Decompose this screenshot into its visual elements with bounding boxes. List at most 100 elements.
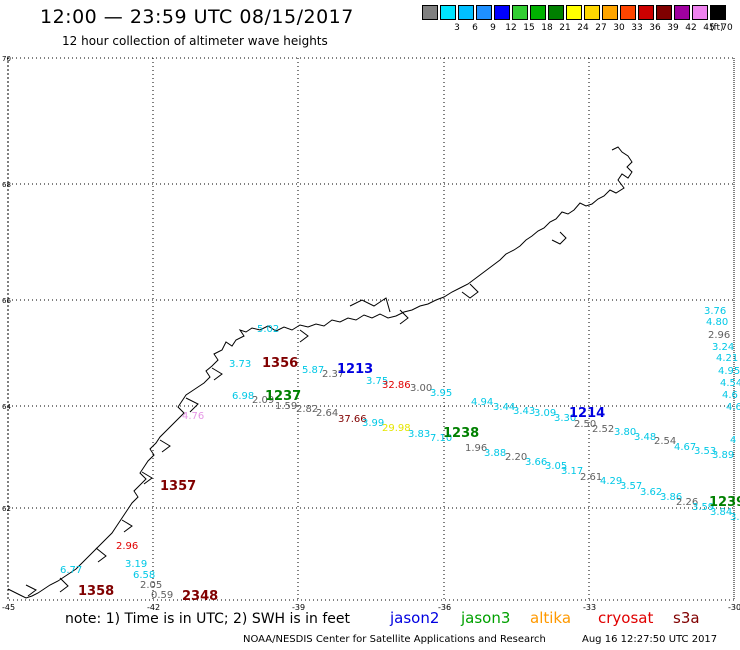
- legend-label: 18: [541, 23, 553, 33]
- generated-timestamp: Aug 16 12:27:50 UTC 2017: [582, 634, 718, 645]
- wave-height-label: 3.75: [366, 376, 388, 387]
- lat-tick-label: 66: [2, 297, 11, 305]
- lon-tick-label: -42: [147, 603, 160, 612]
- wave-height-label: 2.20: [505, 452, 527, 463]
- map-title: 12:00 — 23:59 UTC 08/15/2017: [40, 6, 354, 28]
- wave-height-label: 4.6: [726, 402, 740, 413]
- wave-height-label: 5.87: [302, 365, 324, 376]
- lon-tick-label: -36: [438, 603, 451, 612]
- wave-height-label: 2.61: [580, 472, 602, 483]
- legend-label: 12: [505, 23, 517, 33]
- legend-label: 45: [703, 23, 715, 33]
- satellite-cryosat: cryosat: [598, 609, 654, 627]
- wave-height-label: 1238: [443, 426, 479, 441]
- wave-height-label: 3.80: [614, 427, 636, 438]
- wave-height-label: 4.67: [674, 442, 696, 453]
- legend-swatch: [422, 5, 438, 20]
- wave-height-label: 4.95: [718, 366, 740, 377]
- satellite-jason2: jason2: [390, 609, 440, 627]
- wave-height-label: 3.57: [620, 481, 642, 492]
- legend-swatch: [620, 5, 636, 20]
- legend-label: 70: [721, 23, 733, 33]
- wave-height-label: 6.98: [232, 391, 254, 402]
- wave-height-label: 0.59: [151, 590, 173, 601]
- lon-tick-label: -39: [292, 603, 305, 612]
- wave-height-label: 3.05: [545, 461, 567, 472]
- wave-height-label: 2348: [182, 589, 218, 604]
- lat-tick-label: 62: [2, 505, 11, 513]
- wave-height-label: 4.54: [720, 378, 740, 389]
- lat-tick-label: 68: [2, 181, 11, 189]
- wave-height-label: 3.44: [493, 402, 515, 413]
- wave-height-label: 7.10: [430, 433, 452, 444]
- legend-swatch: [692, 5, 708, 20]
- wave-height-label: 1237: [265, 389, 301, 404]
- satellite-jason3: jason3: [461, 609, 511, 627]
- wave-height-label: 3.84: [710, 507, 732, 518]
- wave-height-label: 29.98: [382, 423, 411, 434]
- legend-swatch: [440, 5, 456, 20]
- wave-height-label: 4.80: [706, 317, 728, 328]
- legend-label: 39: [667, 23, 679, 33]
- fjord-detail: [25, 231, 567, 597]
- legend-swatch: [674, 5, 690, 20]
- satellite-s3a: s3a: [673, 609, 700, 627]
- legend-unit: (ft): [710, 23, 724, 33]
- legend-label: 33: [631, 23, 643, 33]
- wave-height-label: 3.30: [554, 413, 576, 424]
- wave-height-label: 1239: [709, 495, 740, 510]
- wave-height-label: 1213: [337, 362, 373, 377]
- credit-text: NOAA/NESDIS Center for Satellite Applica…: [243, 634, 546, 645]
- wave-height-label: 3.00: [410, 383, 432, 394]
- legend-label: 9: [490, 23, 496, 33]
- color-legend: 3 6 9 12 15 18 21 24 27 30 33 36 39 42 45 70 (ft): [422, 5, 733, 38]
- wave-height-label: 2.09: [252, 395, 274, 406]
- legend-label: 30: [613, 23, 625, 33]
- legend-label: 21: [559, 23, 571, 33]
- wave-height-label: 4.21: [716, 353, 738, 364]
- wave-height-label: 1.96: [465, 443, 487, 454]
- wave-height-label: 3.59: [692, 502, 714, 513]
- legend-swatch: [656, 5, 672, 20]
- wave-height-label: 32.86: [382, 380, 411, 391]
- wave-height-label: 4.29: [600, 476, 622, 487]
- legend-label: 24: [577, 23, 589, 33]
- wave-height-label: 1356: [262, 356, 298, 371]
- legend-label: 42: [685, 23, 697, 33]
- wave-height-label: 6.77: [60, 565, 82, 576]
- wave-height-label: 3.83: [408, 429, 430, 440]
- wave-height-label: 3.53: [694, 446, 716, 457]
- legend-swatch: [602, 5, 618, 20]
- wave-height-label: 2.54: [654, 436, 676, 447]
- wave-height-label: 2.96: [708, 330, 730, 341]
- wave-height-label: 3.09: [534, 408, 556, 419]
- legend-swatch: [710, 5, 726, 20]
- legend-swatch: [566, 5, 582, 20]
- wave-height-label: 2.64: [316, 408, 338, 419]
- legend-swatch: [638, 5, 654, 20]
- legend-swatch: [530, 5, 546, 20]
- wave-height-label: 2.52: [592, 424, 614, 435]
- legend-label: 27: [595, 23, 607, 33]
- legend-swatch: [512, 5, 528, 20]
- wave-height-label: 6.58: [133, 570, 155, 581]
- legend-swatch: [548, 5, 564, 20]
- lon-tick-label: -33: [583, 603, 596, 612]
- wave-height-label: 1358: [78, 584, 114, 599]
- wave-height-label: 3.89: [712, 450, 734, 461]
- wave-height-label: 3.88: [484, 448, 506, 459]
- lat-tick-label: 70: [2, 55, 11, 63]
- legend-swatch: [494, 5, 510, 20]
- legend-label: 3: [454, 23, 460, 33]
- wave-height-label: 3.43: [513, 406, 535, 417]
- legend-swatch: [584, 5, 600, 20]
- lat-lon-grid: -45 -42 -39 -36 -33 -30 70 68 66 64 62: [2, 55, 740, 612]
- wave-height-label: 37.66: [338, 414, 367, 425]
- satellite-altika: altika: [530, 609, 572, 627]
- wave-height-label: 3.86: [660, 492, 682, 503]
- lon-tick-label: -45: [2, 603, 15, 612]
- wave-height-label: 3.62: [640, 487, 662, 498]
- wave-height-label: 1357: [160, 479, 196, 494]
- wave-height-label: 5.02: [257, 324, 279, 335]
